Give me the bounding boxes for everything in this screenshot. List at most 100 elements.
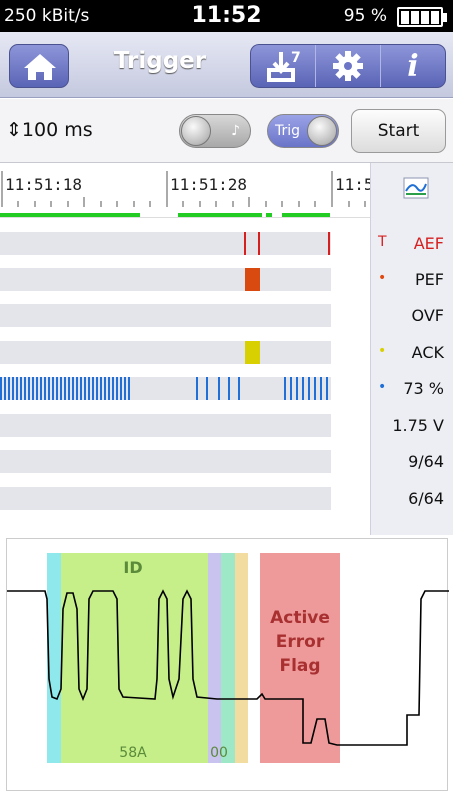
start-button[interactable]: Start <box>351 109 446 153</box>
error-flag-label-line1: Active <box>270 608 330 628</box>
load-event-mark <box>16 377 18 400</box>
load-event-mark <box>128 377 130 400</box>
aef-events <box>244 232 330 255</box>
trigger-toggle[interactable]: Trig <box>267 114 339 148</box>
row-label-aef: AEF <box>413 234 444 253</box>
load-event-mark <box>320 377 322 400</box>
signal-row-voltage <box>0 414 331 437</box>
load-event-mark <box>32 377 34 400</box>
home-button[interactable] <box>9 44 69 88</box>
load-event-mark <box>116 377 118 400</box>
info-button[interactable]: i <box>381 45 445 87</box>
load-event-mark <box>120 377 122 400</box>
timeline-axis[interactable]: 11:51:18 11:51:28 11:5 <box>0 163 374 218</box>
sound-toggle[interactable]: ♪ <box>179 114 251 148</box>
battery-percent: 95 % <box>343 6 387 26</box>
load-event-mark <box>48 377 50 400</box>
load-event-mark <box>112 377 114 400</box>
info-icon: i <box>407 48 419 84</box>
tick-label: 11:51:28 <box>170 175 248 194</box>
load-event-mark <box>60 377 62 400</box>
load-event-mark <box>104 377 106 400</box>
battery-icon <box>397 7 447 27</box>
row-label-load: 73 % <box>403 379 444 398</box>
load-event-mark <box>96 377 98 400</box>
load-event-mark <box>206 377 208 400</box>
load-event-mark <box>196 377 198 400</box>
load-event-mark <box>72 377 74 400</box>
ide-field <box>221 553 235 763</box>
signal-row-tx-errors <box>0 487 331 510</box>
load-event-mark <box>218 377 220 400</box>
signal-trace <box>7 589 449 746</box>
load-event-mark <box>124 377 126 400</box>
load-event-mark <box>12 377 14 400</box>
row-marker: • <box>378 343 387 359</box>
duration-selector[interactable]: ⇕100 ms <box>6 119 93 141</box>
load-event-mark <box>108 377 110 400</box>
timeline-ticks <box>0 171 366 217</box>
can-frame-waveform: ID 58A 00 Active Error Flag <box>7 553 449 763</box>
controls-bar: ⇕100 ms ♪ Trig Start <box>0 99 453 163</box>
row-marker: T <box>378 234 387 250</box>
trigger-toggle-label: Trig <box>275 123 301 139</box>
tick-label: 11:5 <box>335 175 374 194</box>
load-event-mark <box>36 377 38 400</box>
tick-label: 11:51:18 <box>5 175 83 194</box>
clock-text: 11:52 <box>191 3 262 28</box>
load-event-mark <box>302 377 304 400</box>
load-event-mark <box>8 377 10 400</box>
load-event-mark <box>314 377 316 400</box>
load-event-mark <box>228 377 230 400</box>
load-event-mark <box>84 377 86 400</box>
load-event-mark <box>0 377 2 400</box>
load-event-mark <box>64 377 66 400</box>
id-field-label: ID <box>123 558 142 577</box>
home-icon <box>24 54 56 80</box>
load-event-mark <box>326 377 328 400</box>
bitrate-text: 250 kBit/s <box>4 6 90 26</box>
load-event-mark <box>20 377 22 400</box>
load-event-mark <box>88 377 90 400</box>
load-event-mark <box>68 377 70 400</box>
load-event-mark <box>284 377 286 400</box>
row-label-ovf: OVF <box>411 306 444 325</box>
row-marker: • <box>378 379 387 395</box>
chart-view-button[interactable] <box>403 177 429 203</box>
rtr-field <box>208 553 221 763</box>
ack-event <box>245 341 260 364</box>
load-event-mark <box>296 377 298 400</box>
title-bar: Trigger 7 <box>0 32 453 98</box>
load-event-mark <box>44 377 46 400</box>
load-event-mark <box>56 377 58 400</box>
signal-row-rx-errors <box>0 450 331 473</box>
load-event-mark <box>76 377 78 400</box>
download-button[interactable]: 7 <box>251 45 316 87</box>
download-icon: 7 <box>267 50 301 82</box>
music-note-icon: ♪ <box>231 123 240 139</box>
load-event-mark <box>4 377 6 400</box>
signal-row-load <box>0 377 331 400</box>
error-flag-label-line2: Error <box>276 632 325 652</box>
download-badge: 7 <box>291 50 301 66</box>
row-label-ack: ACK <box>411 343 444 362</box>
gear-icon <box>333 51 363 81</box>
error-flag-label-line3: Flag <box>279 656 320 676</box>
toggle-knob <box>181 116 211 146</box>
settings-button[interactable] <box>316 45 381 87</box>
signal-events <box>0 232 330 400</box>
id-value: 58A <box>119 745 147 761</box>
sof-field <box>47 553 61 763</box>
status-bar: 250 kBit/s 11:52 95 % <box>0 0 453 32</box>
row-label-rx-errors: 9/64 <box>408 452 444 471</box>
row-label-voltage: 1.75 V <box>392 416 444 435</box>
side-panel <box>370 163 453 535</box>
id-field <box>61 553 208 763</box>
load-event-mark <box>100 377 102 400</box>
row-label-pef: PEF <box>415 270 444 289</box>
load-event-mark <box>52 377 54 400</box>
load-event-mark <box>238 377 240 400</box>
toolbar-button-group: 7 i <box>250 44 446 88</box>
row-marker: • <box>378 270 387 286</box>
waveform-panel[interactable]: ID 58A 00 Active Error Flag <box>6 538 449 791</box>
